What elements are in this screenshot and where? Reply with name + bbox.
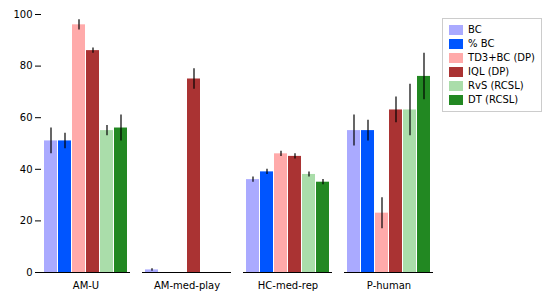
svg-text:HC-med-rep: HC-med-rep [258, 280, 318, 291]
svg-text:100: 100 [13, 9, 32, 20]
html-text:BC: BC [468, 24, 482, 35]
html-text:% BC: % BC [468, 38, 495, 49]
svg-text:AM-med-play: AM-med-play [154, 280, 220, 291]
html-text:IQL (DP): IQL (DP) [468, 66, 510, 77]
svg-text:60: 60 [20, 112, 33, 123]
svg-text:80: 80 [20, 60, 33, 71]
svg-text:AM-U: AM-U [73, 280, 99, 291]
svg-text:40: 40 [20, 164, 33, 175]
svg-text:20: 20 [20, 215, 33, 226]
svg-text:0: 0 [26, 267, 32, 278]
html-text:RvS (RCSL): RvS (RCSL) [468, 80, 524, 91]
html-text:TD3+BC (DP): TD3+BC (DP) [468, 52, 535, 63]
html-text:DT (RCSL): DT (RCSL) [468, 94, 519, 105]
svg-text:P-human: P-human [367, 280, 411, 291]
